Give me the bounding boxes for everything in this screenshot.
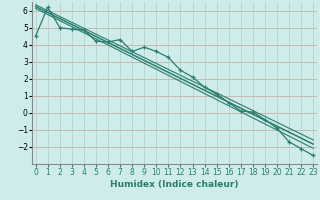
X-axis label: Humidex (Indice chaleur): Humidex (Indice chaleur) — [110, 180, 239, 189]
